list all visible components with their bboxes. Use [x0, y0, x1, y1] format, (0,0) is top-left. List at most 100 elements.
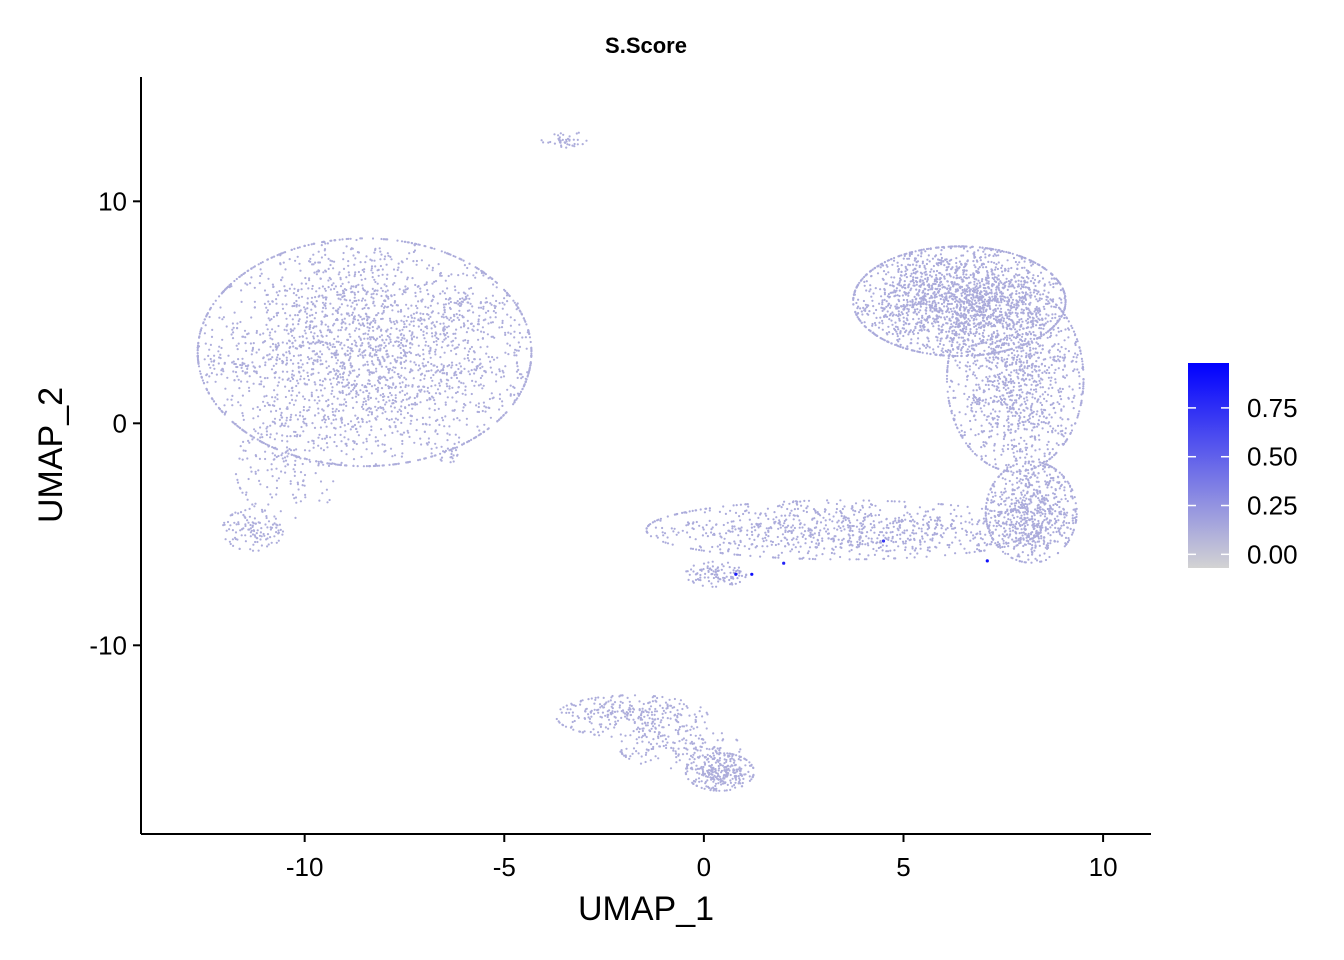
- data-point: [306, 371, 309, 374]
- data-point: [393, 281, 396, 285]
- data-point: [356, 416, 360, 419]
- data-point: [956, 283, 959, 286]
- data-point: [968, 299, 971, 303]
- data-point: [384, 449, 387, 452]
- data-point: [229, 283, 232, 286]
- data-point: [1014, 311, 1017, 314]
- data-point: [947, 348, 950, 352]
- data-point: [917, 302, 920, 305]
- data-point: [975, 305, 978, 308]
- data-point: [962, 291, 965, 294]
- data-point: [215, 373, 218, 376]
- data-point: [290, 283, 293, 286]
- data-point: [921, 260, 925, 263]
- data-point: [272, 364, 275, 367]
- data-point: [303, 377, 306, 380]
- data-point: [272, 349, 275, 352]
- data-point: [425, 282, 428, 286]
- data-point: [298, 434, 302, 438]
- data-point: [209, 343, 212, 346]
- data-point: [923, 328, 926, 331]
- data-point: [935, 269, 939, 273]
- data-point: [933, 305, 937, 308]
- data-point: [935, 295, 938, 298]
- data-point: [410, 316, 414, 319]
- data-point: [254, 522, 257, 525]
- data-point: [362, 356, 365, 359]
- data-point: [391, 309, 394, 312]
- data-point: [525, 323, 528, 326]
- data-point: [410, 334, 413, 337]
- data-point: [484, 371, 487, 374]
- data-point: [265, 311, 268, 314]
- data-point: [353, 440, 356, 443]
- data-point: [419, 401, 422, 404]
- data-point: [395, 463, 398, 466]
- data-point: [900, 274, 903, 277]
- data-point: [383, 283, 386, 286]
- data-point: [310, 357, 313, 360]
- data-point: [365, 386, 368, 389]
- data-point: [285, 363, 288, 366]
- data-point: [242, 272, 245, 275]
- data-point: [318, 399, 321, 402]
- data-point: [987, 276, 990, 279]
- data-point: [379, 258, 382, 261]
- data-point: [242, 527, 245, 530]
- data-point: [325, 436, 328, 439]
- data-point: [254, 502, 257, 505]
- data-point: [261, 341, 265, 344]
- data-point: [273, 535, 276, 538]
- data-point: [288, 402, 291, 405]
- data-point: [262, 332, 265, 335]
- data-point: [979, 290, 982, 293]
- data-point: [287, 332, 290, 335]
- data-point: [307, 287, 310, 290]
- data-point: [335, 377, 338, 380]
- data-point: [995, 254, 998, 257]
- data-point: [997, 261, 1000, 264]
- data-point: [228, 540, 231, 543]
- data-point: [251, 549, 255, 552]
- data-point: [496, 356, 499, 359]
- data-point: [938, 315, 941, 318]
- data-point: [241, 412, 244, 415]
- data-point: [354, 384, 357, 387]
- data-point: [439, 333, 442, 336]
- data-point: [477, 320, 480, 323]
- data-point: [861, 277, 864, 280]
- data-point: [335, 445, 338, 448]
- data-point: [297, 362, 300, 365]
- data-point: [365, 403, 368, 406]
- data-point: [926, 336, 929, 339]
- data-point: [1020, 317, 1023, 321]
- data-point: [523, 384, 526, 387]
- data-point: [897, 315, 900, 318]
- data-point: [231, 404, 234, 407]
- data-point: [949, 275, 952, 278]
- data-point: [931, 306, 934, 309]
- data-point: [337, 329, 340, 332]
- data-point: [337, 370, 340, 373]
- data-point: [920, 321, 923, 325]
- data-point: [358, 322, 361, 325]
- data-point: [862, 306, 865, 309]
- data-point: [224, 412, 227, 415]
- data-point: [452, 447, 455, 450]
- data-point: [402, 334, 405, 337]
- data-point: [285, 351, 288, 354]
- data-point: [261, 261, 264, 264]
- data-point: [951, 325, 954, 328]
- data-point: [304, 321, 307, 324]
- data-point: [930, 284, 934, 288]
- data-point: [883, 298, 886, 301]
- data-point: [499, 417, 502, 420]
- data-point: [389, 338, 392, 341]
- data-point: [416, 392, 419, 395]
- data-point: [403, 315, 406, 318]
- data-point: [1047, 291, 1050, 294]
- data-point: [879, 316, 882, 319]
- data-point: [908, 322, 911, 325]
- data-point: [853, 291, 856, 294]
- data-point: [905, 322, 908, 325]
